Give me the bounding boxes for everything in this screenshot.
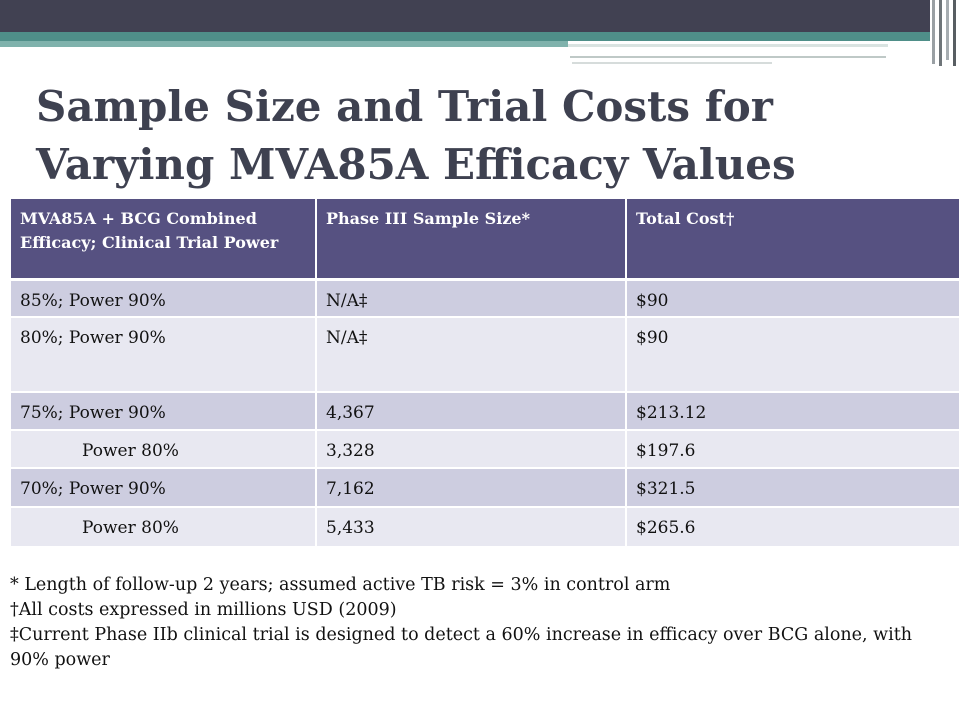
cell-total-cost: $321.5 [626,468,959,508]
cell-efficacy: 85%; Power 90% [11,279,317,318]
table-row: 85%; Power 90% N/A‡ $90 [11,279,959,318]
table-header-row: MVA85A + BCG Combined Efficacy; Clinical… [11,199,959,281]
decorative-line [570,56,886,58]
corner-stripes [930,0,960,66]
cell-total-cost: $197.6 [626,430,959,469]
cell-sample-size: N/A‡ [316,279,627,318]
top-accent-bar [0,32,932,41]
cell-total-cost: $90 [626,317,959,393]
decorative-line [572,62,772,64]
cost-table: MVA85A + BCG Combined Efficacy; Clinical… [11,199,959,548]
slide-title: Sample Size and Trial Costs for Varying … [36,82,796,189]
table-row: 70%; Power 90% 7,162 $321.5 [11,468,959,508]
table-row: Power 80% 3,328 $197.6 [11,430,959,469]
cell-efficacy: Power 80% [11,430,317,469]
cell-sample-size: 7,162 [316,468,627,508]
cell-efficacy: 80%; Power 90% [11,317,317,393]
table-row: Power 80% 5,433 $265.6 [11,507,959,548]
cell-sample-size: 5,433 [316,507,627,548]
header-efficacy: MVA85A + BCG Combined Efficacy; Clinical… [11,199,317,281]
cell-total-cost: $213.12 [626,392,959,431]
footnote-cost: †All costs expressed in millions USD (20… [10,600,397,620]
cell-sample-size: N/A‡ [316,317,627,393]
cell-efficacy: Power 80% [11,507,317,548]
footnote-phase-iib: ‡Current Phase IIb clinical trial is des… [10,625,913,670]
footnote-sample-size: * Length of follow-up 2 years; assumed a… [10,575,671,595]
top-header-bar [0,0,932,32]
cell-efficacy: 70%; Power 90% [11,468,317,508]
footnotes: * Length of follow-up 2 years; assumed a… [10,573,950,673]
cell-sample-size: 4,367 [316,392,627,431]
decorative-line [568,44,888,47]
cell-total-cost: $90 [626,279,959,318]
table-row: 80%; Power 90% N/A‡ $90 [11,317,959,393]
cell-efficacy: 75%; Power 90% [11,392,317,431]
header-sample-size: Phase III Sample Size* [316,199,627,281]
top-accent-bar-light [0,41,568,47]
cell-total-cost: $265.6 [626,507,959,548]
table-row: 75%; Power 90% 4,367 $213.12 [11,392,959,431]
header-total-cost: Total Cost† [626,199,959,281]
cell-sample-size: 3,328 [316,430,627,469]
